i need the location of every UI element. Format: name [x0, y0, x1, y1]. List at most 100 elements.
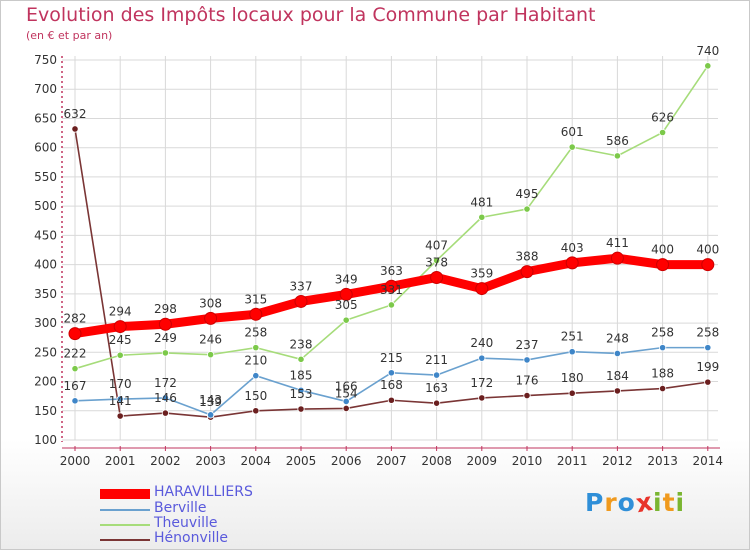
y-tick-label: 100 [34, 433, 57, 447]
data-label-haravilliers: 349 [335, 272, 358, 286]
data-point-theuville [523, 205, 531, 213]
data-point-berville [658, 344, 667, 352]
x-tick-label: 2007 [376, 454, 407, 468]
data-point-haravilliers [204, 311, 218, 325]
data-point-henonville [478, 394, 486, 402]
legend-swatch [100, 539, 150, 541]
data-point-theuville [116, 351, 124, 359]
data-label-berville: 258 [651, 326, 674, 340]
data-label-theuville: 305 [335, 298, 358, 312]
data-label-haravilliers: 400 [651, 243, 674, 257]
data-label-henonville: 141 [109, 394, 132, 408]
data-label-henonville: 146 [154, 391, 177, 405]
data-label-haravilliers: 298 [154, 302, 177, 316]
data-label-theuville: 245 [109, 333, 132, 347]
data-label-theuville: 238 [290, 337, 313, 351]
data-point-theuville [252, 344, 260, 352]
data-label-theuville: 601 [561, 125, 584, 139]
y-tick-label: 600 [34, 141, 57, 155]
data-label-theuville: 222 [64, 347, 87, 361]
data-point-haravilliers [68, 327, 82, 341]
data-label-henonville: 168 [380, 378, 403, 392]
legend-swatch [100, 524, 150, 526]
data-point-henonville [161, 409, 169, 417]
x-tick-label: 2014 [693, 454, 724, 468]
data-point-henonville [342, 404, 350, 413]
y-tick-label: 450 [34, 228, 57, 242]
data-label-theuville: 258 [244, 326, 267, 340]
legend-swatch [100, 489, 150, 499]
data-point-theuville [161, 349, 169, 357]
y-tick-label: 400 [34, 258, 57, 272]
data-point-berville [704, 344, 712, 352]
data-point-haravilliers [565, 256, 579, 270]
y-tick-label: 550 [34, 170, 57, 184]
legend-label: Hénonville [154, 530, 229, 546]
data-point-haravilliers [113, 320, 127, 334]
data-point-henonville [252, 407, 260, 415]
data-label-henonville: 199 [696, 360, 719, 374]
data-label-berville: 248 [606, 331, 629, 345]
data-label-berville: 166 [335, 379, 358, 393]
data-point-henonville [613, 387, 622, 395]
data-label-berville: 211 [425, 353, 448, 367]
data-point-theuville [478, 213, 486, 221]
x-tick-label: 2004 [241, 454, 272, 468]
logo-letter: i [675, 488, 686, 517]
data-label-berville: 172 [154, 376, 177, 390]
data-point-haravilliers [701, 258, 715, 272]
legend-item: Theuville [100, 515, 320, 533]
data-label-berville: 170 [109, 377, 132, 391]
data-label-haravilliers: 388 [516, 250, 539, 264]
data-label-theuville: 249 [154, 331, 177, 345]
data-point-berville [207, 411, 215, 419]
data-label-berville: 185 [290, 368, 313, 382]
data-point-haravilliers [475, 282, 489, 296]
data-point-henonville [387, 396, 395, 404]
data-point-berville [161, 394, 169, 402]
data-point-berville [523, 356, 531, 364]
x-tick-label: 2013 [647, 454, 678, 468]
data-point-henonville [523, 391, 531, 400]
y-tick-label: 750 [34, 53, 57, 67]
data-point-berville [116, 395, 124, 403]
data-point-haravilliers [610, 251, 624, 265]
data-label-haravilliers: 359 [470, 267, 493, 281]
data-label-berville: 215 [380, 351, 403, 365]
data-point-haravilliers [294, 294, 308, 308]
data-point-theuville [658, 128, 667, 137]
data-point-berville [432, 371, 441, 379]
legend-item: HARAVILLIERS [100, 484, 320, 502]
y-tick-label: 250 [34, 345, 57, 359]
data-label-henonville: 176 [516, 374, 539, 388]
x-tick-label: 2002 [150, 454, 181, 468]
y-tick-label: 350 [34, 287, 57, 301]
data-point-theuville [342, 316, 350, 324]
data-label-haravilliers: 282 [64, 312, 87, 326]
logo-letter: i [653, 488, 663, 517]
data-point-berville [613, 349, 622, 358]
data-point-henonville [116, 412, 124, 420]
data-point-theuville [387, 301, 395, 309]
data-point-theuville [613, 152, 622, 160]
data-label-theuville: 740 [696, 44, 719, 58]
data-label-berville: 240 [470, 336, 493, 350]
chart-title: Evolution des Impôts locaux pour la Comm… [26, 4, 596, 26]
data-label-berville: 167 [64, 379, 87, 393]
data-label-haravilliers: 308 [199, 296, 222, 310]
data-point-haravilliers [158, 317, 172, 331]
data-point-henonville [71, 125, 79, 133]
logo-letter: r [604, 488, 618, 517]
data-label-theuville: 495 [516, 187, 539, 201]
data-label-berville: 210 [244, 354, 267, 368]
data-label-henonville: 139 [199, 395, 222, 409]
x-tick-label: 2009 [467, 454, 498, 468]
data-label-henonville: 180 [561, 371, 584, 385]
x-tick-label: 2006 [331, 454, 362, 468]
data-label-berville: 258 [696, 326, 719, 340]
legend-label: Theuville [154, 515, 218, 531]
data-label-henonville: 150 [244, 389, 267, 403]
data-point-henonville [297, 405, 305, 413]
